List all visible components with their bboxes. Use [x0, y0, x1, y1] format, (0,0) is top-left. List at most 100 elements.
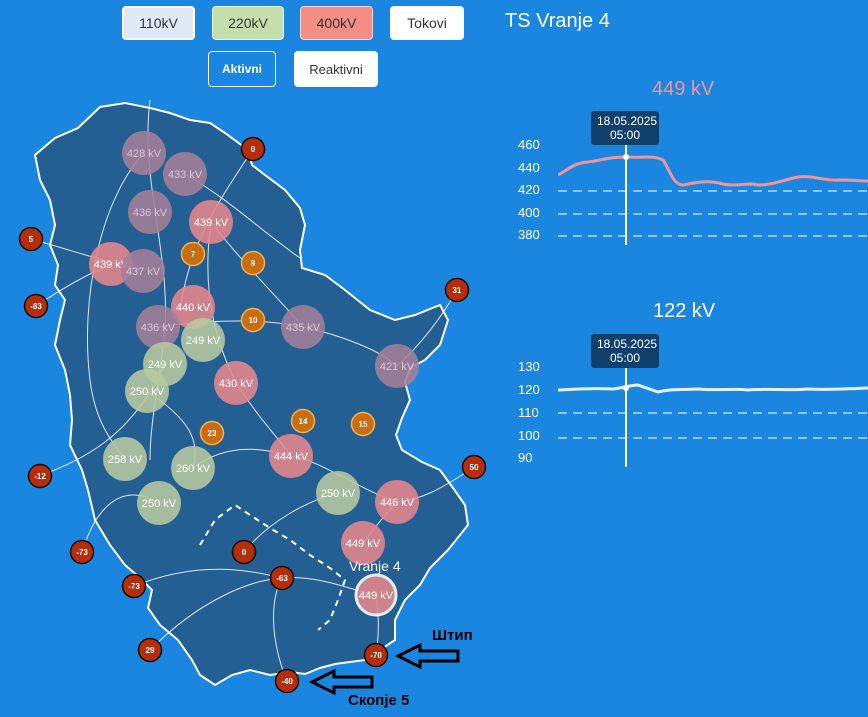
- selected-node-label: Vranje 4: [349, 558, 401, 574]
- flow-marker-red-circle: [274, 668, 300, 694]
- substation-node-circle[interactable]: [354, 573, 398, 617]
- substation-node[interactable]: 444 kV: [269, 434, 313, 478]
- flow-marker-red-circle: [137, 637, 163, 663]
- substation-node-label: 250 kV: [321, 488, 356, 500]
- substation-node-label: 421 kV: [380, 361, 415, 373]
- substation-node-circle[interactable]: [269, 434, 313, 478]
- substation-node[interactable]: 437 kV: [121, 249, 165, 293]
- substation-node-label: 436 kV: [141, 322, 176, 334]
- substation-node[interactable]: 428 kV: [122, 131, 166, 175]
- flow-marker-red-circle: [240, 136, 266, 162]
- chart1-ytick: 400: [518, 205, 540, 220]
- flow-marker-red-value: -83: [30, 302, 42, 311]
- substation-node[interactable]: 250 kV: [316, 471, 360, 515]
- flow-marker-orange-value: 14: [299, 417, 308, 426]
- chart1-ytick: 420: [518, 182, 540, 197]
- substation-node-circle[interactable]: [316, 471, 360, 515]
- substation-node-label: 437 kV: [126, 266, 161, 278]
- substation-node-label: 250 kV: [142, 498, 177, 510]
- substation-node[interactable]: 446 kV: [375, 480, 419, 524]
- reaktivni-button[interactable]: Reaktivni: [294, 51, 378, 87]
- flow-marker-red: -83: [23, 293, 49, 319]
- flow-marker-orange-value: 7: [191, 250, 196, 259]
- substation-node-circle[interactable]: [163, 152, 207, 196]
- flow-marker-red-value: 5: [29, 235, 34, 244]
- flow-marker-red-value: -63: [276, 574, 288, 583]
- flow-marker-orange-value: 15: [359, 420, 368, 429]
- flow-marker-orange: 10: [240, 307, 266, 333]
- substation-node[interactable]: 436 kV: [136, 305, 180, 349]
- substation-node[interactable]: 260 kV: [171, 446, 215, 490]
- kv220-filter-button[interactable]: 220kV: [212, 6, 284, 40]
- substation-node[interactable]: 250 kV: [137, 481, 181, 525]
- flow-marker-red-circle: [18, 226, 44, 252]
- substation-node-label: 444 kV: [274, 451, 309, 463]
- flow-marker-red: 0: [231, 539, 257, 565]
- flow-marker-orange-value: 23: [208, 429, 217, 438]
- substation-node-circle[interactable]: [137, 481, 181, 525]
- substation-node-circle[interactable]: [122, 131, 166, 175]
- substation-node-label: 258 kV: [108, 454, 143, 466]
- substation-node-circle[interactable]: [103, 437, 147, 481]
- aktivni-button[interactable]: Aktivni: [208, 51, 276, 87]
- substation-node[interactable]: 433 kV: [163, 152, 207, 196]
- flow-marker-red: 29: [137, 637, 163, 663]
- kv400-filter-button[interactable]: 400kV: [300, 6, 373, 40]
- flow-marker-orange-circle: [350, 411, 376, 437]
- substation-node-label: 430 kV: [219, 378, 254, 390]
- substation-node-circle[interactable]: [125, 369, 169, 413]
- flow-marker-orange: 15: [350, 411, 376, 437]
- substation-node[interactable]: 440 kV: [171, 285, 215, 329]
- kv110-filter-button[interactable]: 110kV: [122, 6, 195, 40]
- chart1-title: 449 kV: [652, 78, 715, 100]
- substation-node[interactable]: 436 kV: [128, 190, 172, 234]
- flow-marker-orange: 23: [199, 420, 225, 446]
- flow-marker-orange-value: 10: [249, 316, 258, 325]
- tokovi-button[interactable]: Tokovi: [390, 6, 464, 40]
- substation-node-circle[interactable]: [341, 521, 385, 565]
- flow-marker-red: -73: [69, 539, 95, 565]
- flow-marker-red-value: -12: [34, 472, 46, 481]
- flow-marker-orange-value: 9: [251, 259, 256, 268]
- substation-node[interactable]: 249 kV: [181, 318, 225, 362]
- chart1-ytick: 380: [518, 227, 540, 242]
- flow-marker-red-value: 50: [470, 463, 479, 472]
- substation-node-circle[interactable]: [189, 200, 233, 244]
- chart2-title: 122 kV: [653, 300, 716, 322]
- substation-node[interactable]: 449 kV: [341, 521, 385, 565]
- substation-node[interactable]: 258 kV: [103, 437, 147, 481]
- chart2-ytick: 130: [518, 359, 540, 374]
- flow-marker-red-value: -40: [281, 677, 293, 686]
- substation-node-circle[interactable]: [136, 305, 180, 349]
- substation-node-circle[interactable]: [375, 344, 419, 388]
- substation-node-circle[interactable]: [375, 480, 419, 524]
- substation-node[interactable]: 435 kV: [281, 305, 325, 349]
- chart2-ytick: 120: [518, 382, 540, 397]
- substation-node-label: 449 kV: [359, 590, 394, 602]
- substation-node-circle[interactable]: [214, 361, 258, 405]
- substation-node[interactable]: 439 kV: [189, 200, 233, 244]
- substation-node-circle[interactable]: [128, 190, 172, 234]
- substation-node[interactable]: 449 kV: [354, 573, 398, 617]
- chart2-cursor-point: [623, 385, 629, 391]
- substation-node-circle[interactable]: [121, 249, 165, 293]
- flow-marker-orange-circle: [180, 241, 206, 267]
- flow-marker-orange: 9: [240, 250, 266, 276]
- substation-node-circle[interactable]: [171, 285, 215, 329]
- chart1-tooltip-date: 18.05.2025: [597, 114, 658, 128]
- substation-node-label: 435 kV: [286, 322, 321, 334]
- flow-marker-red: 0: [240, 136, 266, 162]
- substation-node-circle[interactable]: [281, 305, 325, 349]
- chart2-tooltip-time: 05:00: [609, 351, 641, 365]
- substation-node-label: 439 kV: [194, 217, 229, 229]
- flow-marker-red-value: -73: [76, 548, 88, 557]
- substation-node[interactable]: 430 kV: [214, 361, 258, 405]
- substation-node-label: 260 kV: [176, 463, 211, 475]
- substation-node-circle[interactable]: [171, 446, 215, 490]
- substation-node-circle[interactable]: [181, 318, 225, 362]
- chart1-plot: [558, 145, 868, 245]
- substation-node-label: 439 kV: [94, 259, 129, 271]
- substation-node[interactable]: 421 kV: [375, 344, 419, 388]
- substation-node[interactable]: 250 kV: [125, 369, 169, 413]
